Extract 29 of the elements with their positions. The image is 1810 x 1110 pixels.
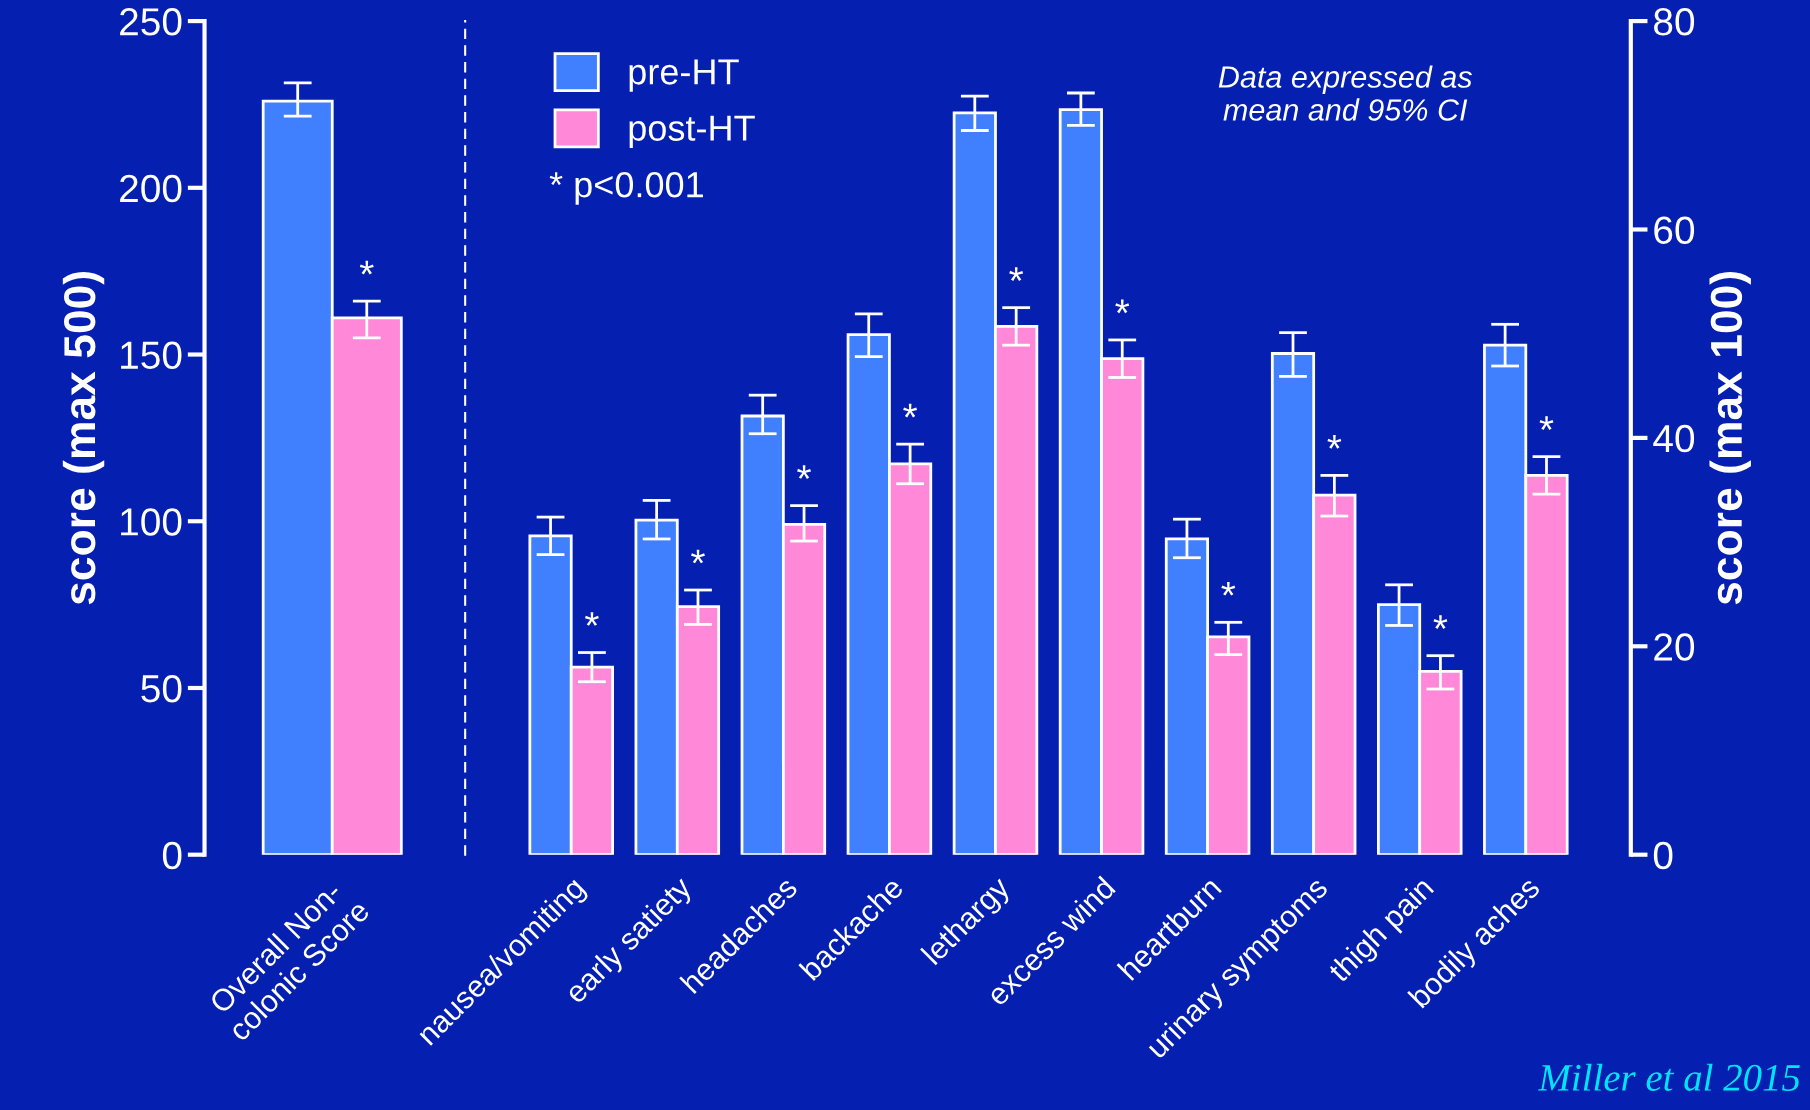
y-tick-label: 150 [121,341,182,370]
data-label: * [1539,416,1554,430]
y2-tick-label: 20 [1654,633,1695,661]
data-label: * [797,465,811,479]
y2-tick-label: 60 [1654,216,1695,244]
legend-label: post-HT [629,115,755,149]
y-tick-label: 100 [121,508,182,536]
y-tick-label: 50 [141,674,182,703]
y2-axis-title: score (max 100) [1709,272,1751,605]
y2-tick-label: 0 [1653,841,1673,870]
text: Miller et al 2015 [1538,1063,1800,1092]
y-axis-title: score (max 500) [62,272,105,605]
y2-tick-label: 40 [1653,424,1695,453]
data-label: * [359,260,374,275]
data-label: * [1009,267,1024,281]
data-label: * [691,549,705,564]
data-label: * [584,612,599,626]
y2-tick-label: 80 [1654,8,1695,36]
data-label: * [1327,435,1342,449]
annotation: Data expressed as mean and 95% CI [1218,65,1472,121]
data-label: * [1433,615,1448,629]
y-tick-label: 200 [120,174,182,203]
data-label: * [903,403,918,418]
y-tick-label: 0 [162,841,182,870]
y-tick-label: 250 [120,8,182,36]
legend-label: pre-HT [629,59,739,92]
data-label: * [1221,581,1236,596]
data-label: * [1115,299,1130,314]
annotation: * p<0.001 [549,171,703,205]
